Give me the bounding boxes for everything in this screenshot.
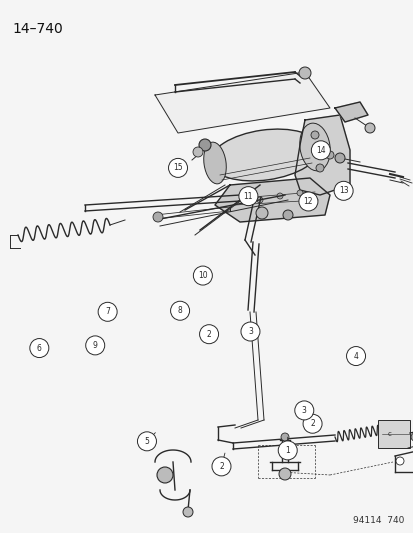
Circle shape (294, 401, 313, 420)
Circle shape (255, 207, 267, 219)
Text: 6: 6 (37, 344, 42, 352)
Circle shape (168, 158, 187, 177)
Circle shape (85, 336, 104, 355)
Text: 94114  740: 94114 740 (352, 516, 403, 525)
Circle shape (282, 210, 292, 220)
Ellipse shape (299, 123, 330, 171)
Circle shape (240, 322, 259, 341)
Circle shape (364, 123, 374, 133)
Circle shape (170, 301, 189, 320)
Circle shape (298, 192, 317, 211)
Circle shape (276, 193, 282, 199)
Circle shape (310, 131, 318, 139)
Text: 10: 10 (197, 271, 207, 280)
Text: 1: 1 (285, 446, 290, 455)
Circle shape (334, 153, 344, 163)
Text: 14: 14 (315, 146, 325, 155)
Circle shape (199, 325, 218, 344)
Circle shape (153, 212, 163, 222)
Text: 2: 2 (309, 419, 314, 428)
Circle shape (315, 164, 323, 172)
Circle shape (238, 187, 257, 206)
Circle shape (183, 507, 192, 517)
Polygon shape (334, 102, 367, 122)
Circle shape (157, 467, 173, 483)
Text: 12: 12 (303, 197, 312, 206)
Text: 15: 15 (173, 164, 183, 172)
Circle shape (192, 147, 202, 157)
Circle shape (333, 181, 352, 200)
Circle shape (298, 67, 310, 79)
Text: 4: 4 (353, 352, 358, 360)
Text: 13: 13 (338, 187, 348, 195)
Polygon shape (214, 178, 329, 222)
Polygon shape (154, 72, 329, 133)
Circle shape (256, 197, 262, 203)
Circle shape (199, 139, 211, 151)
Circle shape (346, 346, 365, 366)
Circle shape (211, 457, 230, 476)
Text: 5: 5 (144, 437, 149, 446)
Circle shape (278, 468, 290, 480)
Text: 3: 3 (247, 327, 252, 336)
Text: 14–740: 14–740 (12, 22, 63, 36)
Text: 11: 11 (243, 192, 252, 200)
Text: 8: 8 (177, 306, 182, 315)
Polygon shape (294, 115, 349, 195)
Circle shape (280, 433, 288, 441)
FancyBboxPatch shape (377, 420, 409, 448)
Circle shape (311, 141, 330, 160)
Circle shape (296, 190, 302, 196)
Circle shape (278, 441, 297, 460)
Circle shape (395, 457, 403, 465)
Text: 2: 2 (206, 330, 211, 338)
Circle shape (30, 338, 49, 358)
Text: 9: 9 (93, 341, 97, 350)
Ellipse shape (210, 129, 319, 181)
Circle shape (302, 414, 321, 433)
Circle shape (193, 266, 212, 285)
Text: 2: 2 (218, 462, 223, 471)
Circle shape (410, 433, 413, 441)
Circle shape (325, 151, 333, 159)
Text: 7: 7 (105, 308, 110, 316)
Text: 3: 3 (301, 406, 306, 415)
Circle shape (98, 302, 117, 321)
Circle shape (137, 432, 156, 451)
Ellipse shape (203, 142, 226, 184)
Text: c: c (387, 431, 391, 437)
